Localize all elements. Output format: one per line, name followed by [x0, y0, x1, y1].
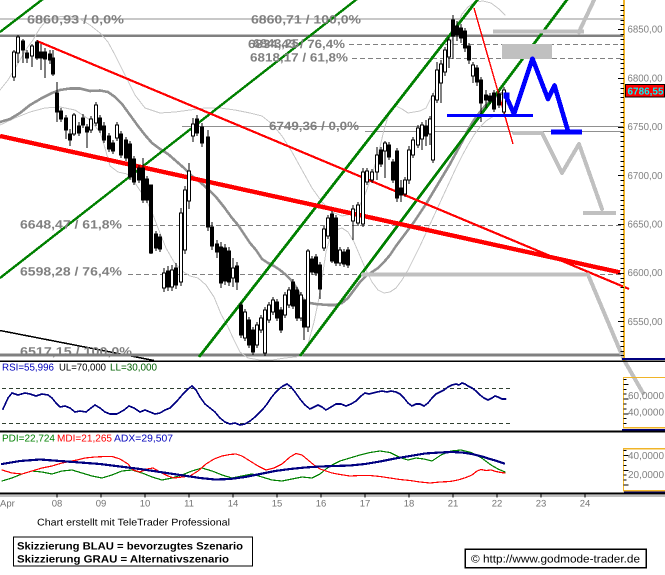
svg-text:6600,00: 6600,00	[628, 268, 663, 279]
svg-text:60,0000: 60,0000	[628, 391, 664, 402]
svg-text:22: 22	[492, 499, 503, 510]
svg-text:6650,00: 6650,00	[628, 219, 663, 230]
svg-text:6550,00: 6550,00	[628, 317, 663, 328]
svg-text:17: 17	[360, 499, 371, 510]
svg-text:6786,55: 6786,55	[628, 87, 664, 98]
svg-text:40,0000: 40,0000	[628, 451, 664, 462]
svg-text:11: 11	[184, 499, 194, 510]
svg-text:21: 21	[448, 499, 459, 510]
svg-text:Skizzierung GRAU = Alternativs: Skizzierung GRAU = Alternativszenario	[17, 554, 229, 566]
svg-text:UL=70,000: UL=70,000	[59, 363, 106, 374]
svg-text:6749,36 / 0,0%: 6749,36 / 0,0%	[269, 119, 359, 133]
svg-text:40,0000: 40,0000	[628, 408, 664, 419]
svg-text:6818,17 / 61,8%: 6818,17 / 61,8%	[250, 51, 348, 65]
svg-text:10: 10	[140, 499, 151, 510]
svg-text:MDI=21,265: MDI=21,265	[57, 434, 112, 445]
svg-text:LL=30,000: LL=30,000	[110, 363, 157, 374]
svg-text:ADX=29,507: ADX=29,507	[114, 434, 173, 445]
svg-text:6598,28 / 76,4%: 6598,28 / 76,4%	[20, 265, 122, 279]
svg-text:6750,00: 6750,00	[628, 122, 663, 133]
svg-text:16: 16	[316, 499, 327, 510]
svg-text:14: 14	[228, 499, 239, 510]
svg-text:24: 24	[580, 499, 591, 510]
svg-text:Chart erstellt mit TeleTrader: Chart erstellt mit TeleTrader Profession…	[37, 518, 230, 529]
svg-text:6700,00: 6700,00	[628, 171, 663, 182]
svg-text:08: 08	[52, 499, 63, 510]
svg-text:Skizzierung BLAU = bevorzugtes: Skizzierung BLAU = bevorzugtes Szenario	[17, 541, 243, 553]
svg-text:6860,93 / 0,0%: 6860,93 / 0,0%	[27, 13, 124, 27]
svg-text:6648,47 / 61,8%: 6648,47 / 61,8%	[20, 218, 122, 232]
svg-text:6800,00: 6800,00	[628, 73, 663, 84]
svg-text:© http://www.godmode-trader.de: © http://www.godmode-trader.de	[471, 554, 640, 566]
svg-text:RSI=55,996: RSI=55,996	[2, 363, 54, 374]
svg-text:20,0000: 20,0000	[628, 470, 664, 481]
svg-text:6834,43 / 76,4%: 6834,43 / 76,4%	[248, 37, 345, 51]
svg-text:18: 18	[404, 499, 415, 510]
svg-text:PDI=22,724: PDI=22,724	[2, 434, 55, 445]
svg-text:6860,71 / 100,0%: 6860,71 / 100,0%	[251, 13, 361, 27]
svg-text:6517,15 / 100,0%: 6517,15 / 100,0%	[20, 345, 132, 359]
svg-text:09: 09	[96, 499, 107, 510]
svg-text:Apr: Apr	[0, 499, 15, 510]
svg-text:6850,00: 6850,00	[628, 25, 663, 36]
svg-text:15: 15	[272, 499, 283, 510]
svg-text:23: 23	[536, 499, 547, 510]
